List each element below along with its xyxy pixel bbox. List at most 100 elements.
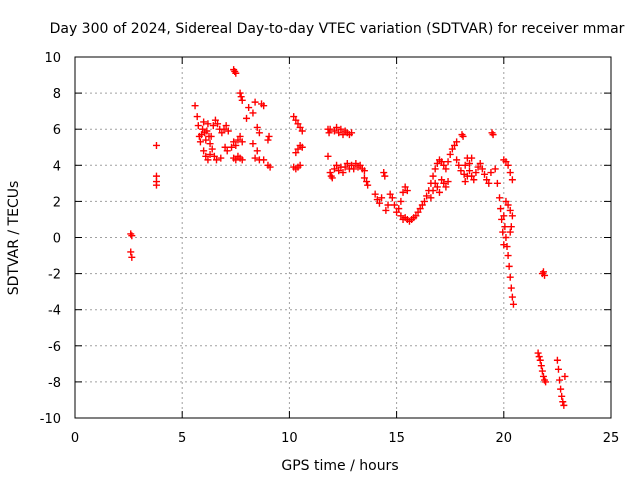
data-point [343,159,351,167]
y-tick-label: -10 [40,412,61,427]
data-point [440,161,448,169]
data-point [204,156,212,164]
data-point [506,273,514,281]
data-point [243,114,251,122]
data-point [461,178,469,186]
data-point [506,228,514,236]
data-point [502,197,510,205]
data-point [360,174,368,182]
data-point [393,208,401,216]
data-point [453,138,461,146]
data-point [429,172,437,180]
data-point [390,201,398,209]
data-point [554,365,562,373]
data-point [221,143,229,151]
data-point [505,262,513,270]
data-point [223,147,231,155]
data-point [541,271,549,279]
x-tick-label: 0 [71,431,79,446]
data-point [474,163,482,171]
data-point [504,161,512,169]
data-point [557,385,565,393]
data-point [489,131,497,139]
data-point [556,376,564,384]
x-axis-label: GPS time / hours [281,458,398,474]
data-point [468,154,476,162]
data-point [459,132,467,140]
data-point [414,208,422,216]
data-point [395,205,403,213]
data-point [381,172,389,180]
data-point [348,161,356,169]
data-point [245,104,253,112]
data-point [194,122,202,130]
data-point [348,129,356,137]
y-tick-label: 2 [53,195,61,210]
data-point [438,176,446,184]
data-point [384,201,392,209]
data-point [427,194,435,202]
data-point [501,223,509,231]
data-point [535,353,543,361]
data-point [506,206,514,214]
data-point [481,170,489,178]
data-point [211,116,219,124]
data-point [152,181,160,189]
data-point [420,197,428,205]
data-point [433,183,441,191]
data-point [375,199,383,207]
data-point [438,158,446,166]
data-point [199,125,207,133]
data-point [448,145,456,153]
chart-title: Day 300 of 2024, Sidereal Day-to-day VTE… [50,21,625,37]
data-points [127,66,569,409]
data-point [455,161,463,169]
y-tick-label: -8 [48,376,61,391]
data-point [218,129,226,137]
data-point [251,98,259,106]
data-point [152,141,160,149]
data-point [536,356,544,364]
data-point [296,161,304,169]
data-point [468,172,476,180]
y-tick-label: 0 [53,232,61,247]
data-point [472,169,480,177]
data-point [298,127,306,135]
data-point [238,96,246,104]
data-point [539,372,547,380]
data-point [251,154,259,162]
data-point [433,159,441,167]
data-point [230,138,238,146]
data-point [478,165,486,173]
data-point [339,169,347,177]
data-point [373,196,381,204]
data-point [429,187,437,195]
data-point [294,145,302,153]
data-point [493,179,501,187]
data-point [378,194,386,202]
data-point [265,132,273,140]
data-point [128,253,136,261]
data-point [350,165,358,173]
data-point [450,141,458,149]
data-point [553,356,561,364]
data-point [333,123,341,131]
data-point [213,156,221,164]
data-point [558,392,566,400]
data-point [364,181,372,189]
data-point [534,349,542,357]
data-point [335,129,343,137]
data-point [508,212,516,220]
data-point [292,116,300,124]
data-point [465,167,473,175]
data-point [234,136,242,144]
data-point [470,176,478,184]
data-point [498,215,506,223]
data-point [337,125,345,133]
data-point [538,367,546,375]
data-point [504,252,512,260]
data-point [253,123,261,131]
data-point [497,205,505,213]
